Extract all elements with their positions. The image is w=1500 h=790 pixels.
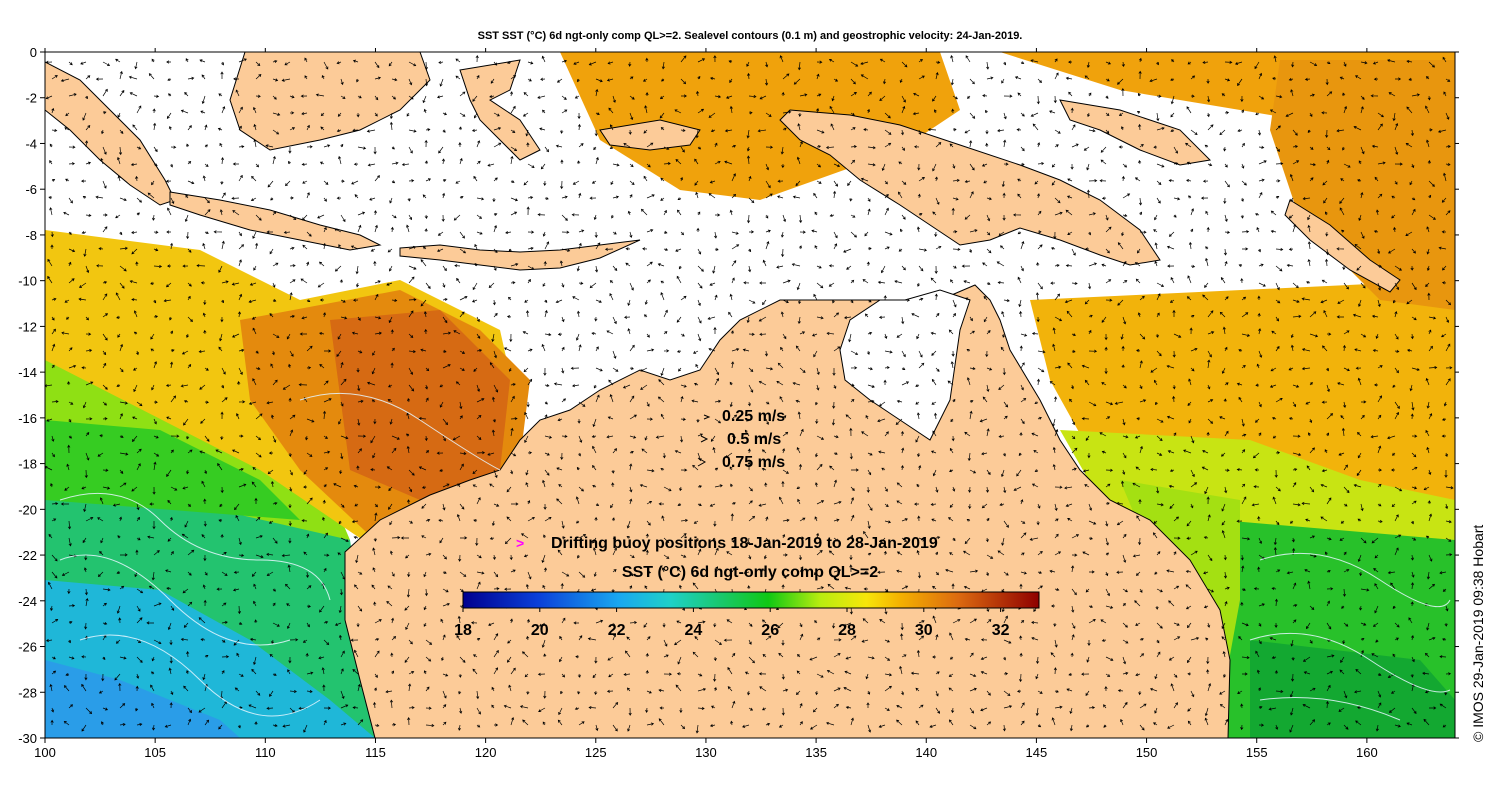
land-new-britain <box>1059 99 1212 166</box>
lat-axis: 0 -2 -4 -6 -8 -10 -12 -14 -16 -18 -20 -22 -24 -26 -28 -… <box>18 45 1459 746</box>
lat-tick-label: -10 <box>18 274 37 289</box>
lat-tick-label: -2 <box>25 91 37 106</box>
buoy-legend: > Drifting buoy positions 18-Jan-2019 to… <box>516 535 938 552</box>
colorbar-tick-label: 32 <box>992 622 1010 639</box>
lon-axis: 100 105 110 115 120 125 130 135 140 145 150 155 160 <box>34 48 1378 760</box>
buoy-marker-icon: > <box>516 535 524 551</box>
lon-tick-label: 160 <box>1356 745 1378 760</box>
velocity-legend-label: 0.5 m/s <box>727 431 781 448</box>
lat-tick-label: 0 <box>30 45 37 60</box>
arrow-icon <box>700 435 709 443</box>
colorbar-tick-label: 30 <box>915 622 933 639</box>
colorbar-title: SST (°C) 6d ngt-only comp QL>=2 <box>622 564 878 581</box>
lat-tick-label: -12 <box>18 319 37 334</box>
velocity-legend: 0.25 m/s 0.5 m/s 0.75 m/s <box>697 408 785 471</box>
lat-tick-label: -30 <box>18 731 37 746</box>
land-lesser-sunda <box>399 239 641 271</box>
land-solomon-islands <box>1284 199 1401 293</box>
colorbar-gradient <box>462 591 1040 609</box>
lat-tick-label: -14 <box>18 365 37 380</box>
colorbar-tick-label: 18 <box>454 622 472 639</box>
lat-tick-label: -18 <box>18 457 37 472</box>
sealevel-contours <box>59 392 1451 721</box>
velocity-legend-item: 0.25 m/s <box>703 408 785 425</box>
lon-tick-label: 100 <box>34 745 56 760</box>
lon-tick-label: 110 <box>255 745 276 760</box>
land-seram <box>599 119 701 151</box>
lon-tick-label: 115 <box>365 745 386 760</box>
land-borneo <box>229 52 431 151</box>
land-java <box>169 191 382 251</box>
lat-tick-label: -22 <box>18 548 37 563</box>
gulf-of-carpentaria <box>839 289 971 441</box>
velocity-legend-item: 0.5 m/s <box>700 431 781 448</box>
arrow-icon <box>697 457 707 467</box>
lat-tick-label: -20 <box>18 502 37 517</box>
colorbar-tick-label: 24 <box>685 622 703 639</box>
lat-tick-label: -28 <box>18 685 37 700</box>
lon-tick-label: 105 <box>144 745 166 760</box>
map-title: SST SST (°C) 6d ngt-only comp QL>=2. Sea… <box>477 30 1023 42</box>
lat-tick-label: -8 <box>25 228 37 243</box>
velocity-legend-item: 0.75 m/s <box>697 454 785 471</box>
colorbar-ticks: 18 20 22 24 26 28 30 32 <box>454 608 1010 639</box>
lon-tick-label: 145 <box>1026 745 1048 760</box>
credit-text: © IMOS 29-Jan-2019 09:38 Hobart <box>1470 524 1486 742</box>
colorbar: SST (°C) 6d ngt-only comp QL>=2 18 20 22 24… <box>454 564 1040 639</box>
colorbar-tick-label: 20 <box>531 622 549 639</box>
lat-tick-label: -4 <box>25 136 37 151</box>
lat-tick-label: -26 <box>18 640 37 655</box>
lat-tick-label: -16 <box>18 411 37 426</box>
velocity-arrows <box>45 55 1454 734</box>
lat-tick-label: -24 <box>18 594 37 609</box>
land-new-guinea <box>779 109 1161 266</box>
lat-tick-label: -6 <box>25 182 37 197</box>
land-masses <box>45 52 1401 738</box>
lon-tick-label: 120 <box>475 745 497 760</box>
sst-field <box>45 52 1455 738</box>
lon-tick-label: 125 <box>585 745 607 760</box>
colorbar-tick-label: 26 <box>761 622 779 639</box>
land-sumatra <box>45 61 176 206</box>
lon-tick-label: 155 <box>1246 745 1268 760</box>
lon-tick-label: 130 <box>695 745 717 760</box>
velocity-legend-label: 0.25 m/s <box>722 408 785 425</box>
arrow-icon <box>703 414 711 420</box>
colorbar-tick-label: 22 <box>608 622 626 639</box>
lon-tick-label: 140 <box>915 745 937 760</box>
colorbar-tick-label: 28 <box>838 622 856 639</box>
lon-tick-label: 150 <box>1136 745 1158 760</box>
lon-tick-label: 135 <box>805 745 827 760</box>
buoy-legend-label: Drifting buoy positions 18-Jan-2019 to 2… <box>551 535 938 552</box>
plot-frame <box>44 51 1456 739</box>
velocity-legend-label: 0.75 m/s <box>722 454 785 471</box>
